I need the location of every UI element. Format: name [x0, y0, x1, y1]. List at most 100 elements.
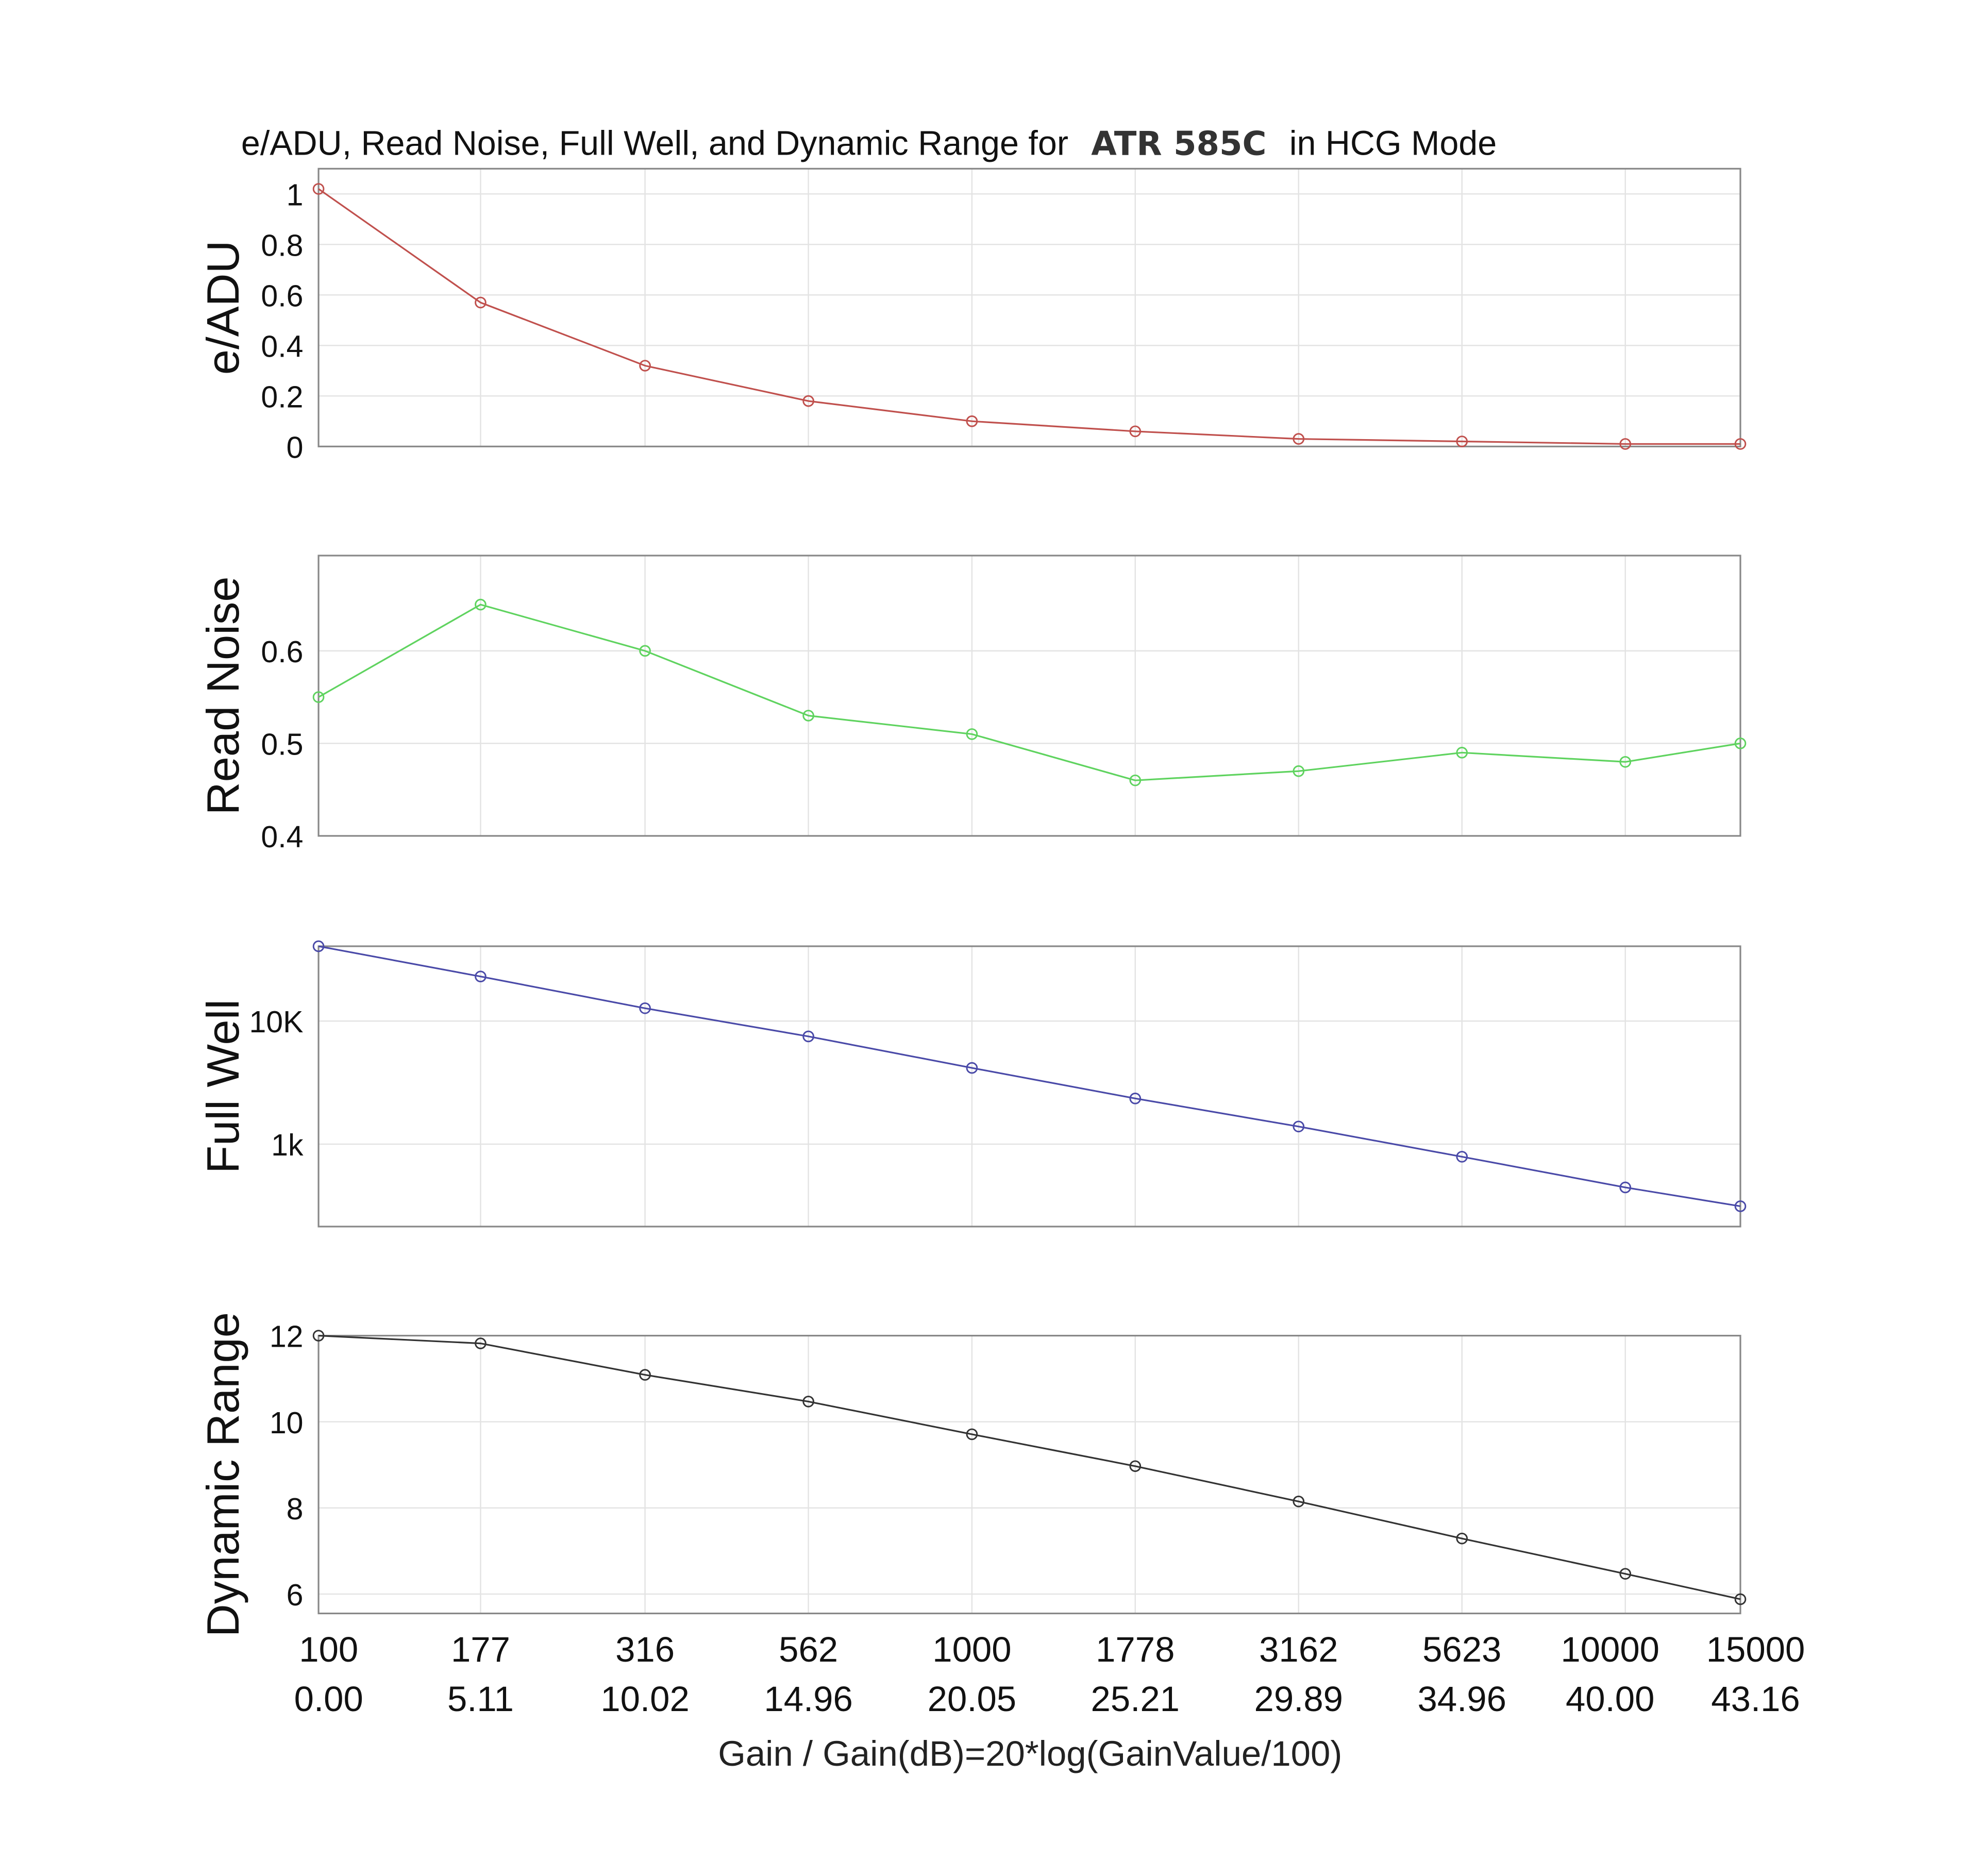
- data-point: [966, 415, 978, 427]
- x-tick-label: 1000: [932, 1630, 1011, 1669]
- data-point: [1129, 425, 1142, 438]
- data-point: [312, 691, 325, 703]
- x-tick-label-db: 40.00: [1566, 1679, 1654, 1719]
- data-point: [639, 645, 651, 657]
- y-tick-label: 10K: [249, 1005, 303, 1039]
- data-point: [1293, 433, 1305, 445]
- data-point: [1734, 1200, 1747, 1212]
- data-point: [475, 1337, 487, 1349]
- data-point: [1734, 1593, 1747, 1605]
- x-tick-label: 1778: [1096, 1630, 1175, 1669]
- axes-box: [317, 167, 1741, 447]
- y-axis-label: Read Noise: [197, 576, 248, 815]
- y-tick-label: 10: [270, 1406, 304, 1440]
- x-tick-label: 562: [779, 1630, 838, 1669]
- data-point: [1456, 1532, 1468, 1545]
- data-point: [1456, 747, 1468, 759]
- x-tick-label-db: 34.96: [1418, 1679, 1506, 1719]
- y-axis-label: Dynamic Range: [197, 1312, 248, 1637]
- panel-dynamic-range: 6 8 10 12 Dynamic Range: [197, 1312, 1747, 1637]
- data-point: [802, 1396, 814, 1408]
- x-tick-label-db: 10.02: [600, 1679, 689, 1719]
- data-point: [802, 1030, 814, 1043]
- axes-box: [317, 555, 1741, 837]
- data-point: [312, 183, 325, 195]
- x-tick-label: 3162: [1259, 1630, 1338, 1669]
- x-tick-label: 15000: [1706, 1630, 1805, 1669]
- data-point: [966, 728, 978, 740]
- data-point: [802, 395, 814, 407]
- data-point: [312, 1330, 325, 1342]
- x-tick-label: 100: [299, 1630, 358, 1669]
- data-point: [802, 710, 814, 722]
- data-point: [639, 1002, 651, 1014]
- x-tick-label: 177: [451, 1630, 510, 1669]
- data-point: [1734, 738, 1747, 749]
- y-tick-label: 0.6: [261, 635, 303, 669]
- data-point: [966, 1062, 978, 1074]
- data-point: [1293, 1495, 1305, 1507]
- y-tick-label: 0.8: [261, 228, 303, 262]
- y-tick-label: 0.4: [261, 329, 303, 363]
- plot-area: [318, 946, 1740, 1227]
- data-point: [639, 1369, 651, 1381]
- x-tick-label-db: 14.96: [764, 1679, 852, 1719]
- y-tick-label: 1k: [271, 1128, 304, 1162]
- data-point: [1129, 774, 1142, 786]
- x-tick-label-db: 0.00: [294, 1679, 363, 1719]
- x-tick-label: 5623: [1422, 1630, 1501, 1669]
- x-tick-label: 10000: [1561, 1630, 1659, 1669]
- data-point: [475, 598, 487, 611]
- data-point: [966, 1428, 978, 1440]
- x-tick-label-db: 5.11: [447, 1679, 514, 1719]
- x-tick-label-db: 43.16: [1711, 1679, 1800, 1719]
- series-line: [318, 1334, 1741, 1600]
- series-line: [318, 945, 1741, 1208]
- title-suffix: in HCG Mode: [1289, 124, 1497, 162]
- plot-area: [318, 555, 1740, 836]
- x-axis-label: Gain / Gain(dB)=20*log(GainValue/100): [718, 1734, 1342, 1773]
- y-tick-label: 1: [287, 178, 304, 212]
- y-axis-label: Full Well: [197, 999, 248, 1174]
- y-tick-label: 0.4: [261, 820, 303, 854]
- chart-title: e/ADU, Read Noise, Full Well, and Dynami…: [241, 124, 1497, 163]
- data-point: [1619, 1181, 1632, 1194]
- x-tick-label-db: 20.05: [928, 1679, 1016, 1719]
- data-point: [475, 970, 487, 983]
- y-tick-label: 0.5: [261, 728, 303, 762]
- y-tick-label: 8: [287, 1492, 304, 1526]
- series-line: [318, 188, 1740, 445]
- x-tick-label-db: 29.89: [1254, 1679, 1343, 1719]
- data-point: [1456, 435, 1468, 447]
- plot-area: [318, 169, 1740, 447]
- data-point: [1293, 1120, 1305, 1133]
- data-point: [312, 940, 325, 952]
- series-line: [318, 604, 1741, 781]
- x-tick-label: 316: [615, 1630, 675, 1669]
- x-tick-label-db: 25.21: [1091, 1679, 1180, 1719]
- panel-read-noise: 0.4 0.5 0.6 Read Noise: [197, 555, 1747, 854]
- data-point: [1734, 438, 1747, 450]
- title-camera: ATR 585C: [1091, 125, 1266, 163]
- y-tick-label: 0.6: [261, 279, 303, 313]
- panels: 0 0.2 0.4 0.6 0.8 1 e/ADU 0.4 0.5 0.6 Read Noise 1k…: [197, 167, 1747, 1637]
- y-tick-label: 6: [287, 1578, 304, 1612]
- axes-box: [317, 945, 1741, 1228]
- title-prefix: e/ADU, Read Noise, Full Well, and Dynami…: [241, 124, 1068, 162]
- axes-box: [317, 1334, 1741, 1615]
- data-point: [1619, 756, 1632, 768]
- panel-e-adu: 0 0.2 0.4 0.6 0.8 1 e/ADU: [197, 167, 1747, 464]
- y-tick-label: 12: [270, 1320, 304, 1354]
- data-point: [475, 296, 487, 309]
- y-tick-label: 0: [287, 430, 304, 464]
- data-point: [1619, 438, 1632, 450]
- y-tick-label: 0.2: [261, 380, 303, 414]
- y-axis-label: e/ADU: [197, 240, 248, 375]
- plot-area: [318, 1335, 1740, 1614]
- data-point: [1619, 1568, 1632, 1580]
- data-point: [639, 360, 651, 372]
- data-point: [1456, 1151, 1468, 1163]
- x-tick-labels: 100 0.00 177 5.11 316 10.02 562 14.96 1000 20.05 1…: [294, 1630, 1805, 1719]
